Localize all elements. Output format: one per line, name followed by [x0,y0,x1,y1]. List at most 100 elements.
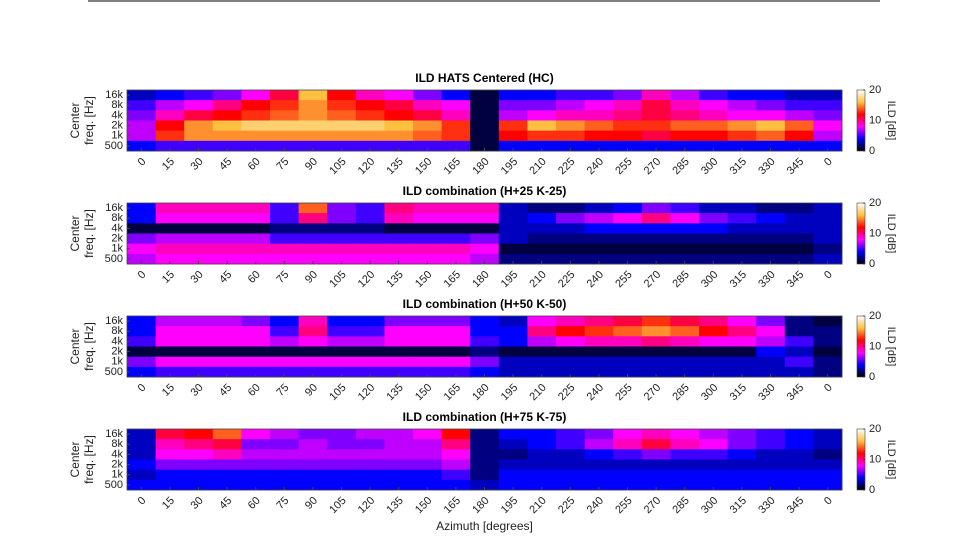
heatmap-cell [212,336,242,347]
heatmap-cell [498,366,528,378]
heatmap-cell [413,449,442,460]
y-tick-label: 1k [111,469,123,481]
heatmap-cell [212,243,242,255]
heatmap-cell [613,469,643,481]
heatmap-cell [613,326,643,337]
heatmap-cell [813,213,843,224]
x-tick-label: 135 [384,495,405,516]
x-tick-label: 135 [384,382,405,403]
heatmap-cell [556,346,585,358]
heatmap-cell [441,316,471,327]
y-tick-label: 16k [105,428,123,440]
heatmap-cell [641,100,671,111]
heatmap-cell [212,316,242,327]
y-axis-label: Center [68,102,82,138]
colorbar-tick-label: 10 [869,227,881,239]
heatmap-cell [212,253,242,265]
heatmap-cell [355,336,385,347]
heatmap-cell [670,356,700,368]
heatmap-cell [584,213,614,224]
heatmap-cell [184,90,214,101]
heatmap-cell [727,120,757,132]
heatmap-cell [641,110,671,121]
heatmap-cell [155,223,185,234]
x-tick-label: 210 [527,382,548,403]
heatmap-cell [184,316,214,327]
heatmap-cell [441,203,471,214]
heatmap-cell [241,120,271,132]
heatmap-cell [727,140,757,152]
heatmap-cell [355,120,385,132]
heatmap-cell [355,449,385,460]
x-tick-label: 0 [822,269,835,282]
heatmap-cell [699,213,728,224]
heatmap-cell [470,253,500,265]
heatmap-cell [298,100,328,111]
colorbar-tick-label: 10 [869,114,881,126]
heatmap-cell [756,326,786,337]
heatmap-cell [441,243,471,255]
x-tick-label: 270 [642,495,663,516]
heatmap-cell [384,336,414,347]
y-tick-label: 4k [111,222,123,234]
heatmap-cell [241,130,271,142]
x-tick-label: 210 [527,269,548,290]
heatmap-cell [813,326,843,337]
heatmap-cell [241,233,271,245]
heatmap-cell [212,100,242,111]
heatmap-cell [699,469,728,481]
heatmap-cell [470,120,500,132]
heatmap-cell [784,100,814,111]
heatmap-cell [441,233,471,245]
heatmap-cell [784,140,814,152]
heatmap-cell [670,429,700,440]
heatmap-cell [327,439,357,450]
heatmap-cell [813,130,843,142]
heatmap-cell [270,336,299,347]
heatmap-cell [241,449,271,460]
heatmap-cell [756,479,786,491]
heatmap-cell [584,140,614,152]
x-tick-label: 75 [274,495,291,512]
heatmap-cell [527,449,557,460]
heatmap-cell [212,356,242,368]
heatmap-cell [613,233,643,245]
heatmap-cell [527,233,557,245]
heatmap-cell [298,346,328,358]
x-tick-label: 30 [189,495,206,512]
heatmap-cell [527,439,557,450]
heatmap-cell [413,366,442,378]
heatmap-cell [613,346,643,358]
heatmap-cell [727,366,757,378]
x-tick-label: 195 [499,495,520,516]
heatmap-cell [441,336,471,347]
heatmap-cell [670,243,700,255]
heatmap-cell [270,459,299,471]
x-tick-label: 15 [160,382,177,399]
heatmap-cell [470,356,500,368]
heatmap-cell [670,213,700,224]
heatmap-cell [355,429,385,440]
heatmap-cell [670,223,700,234]
heatmap-cell [670,346,700,358]
heatmap-cell [527,213,557,224]
x-tick-label: 120 [356,156,377,177]
heatmap-cell [127,110,156,121]
heatmap-cell [498,316,528,327]
heatmap-cell [355,110,385,121]
heatmap-cell [470,140,500,152]
heatmap-cell [298,213,328,224]
heatmap-cell [699,243,728,255]
heatmap-cell [270,253,299,265]
heatmap-cell [384,449,414,460]
heatmap-cell [727,459,757,471]
heatmap-cell [127,366,156,378]
x-tick-label: 15 [160,269,177,286]
heatmap-cell [756,223,786,234]
heatmap-cell [813,479,843,491]
colorbar-tick-label: 0 [869,484,875,496]
heatmap-cell [155,449,185,460]
heatmap-cell [699,140,728,152]
heatmap-cell [270,100,299,111]
x-tick-label: 90 [303,156,320,173]
